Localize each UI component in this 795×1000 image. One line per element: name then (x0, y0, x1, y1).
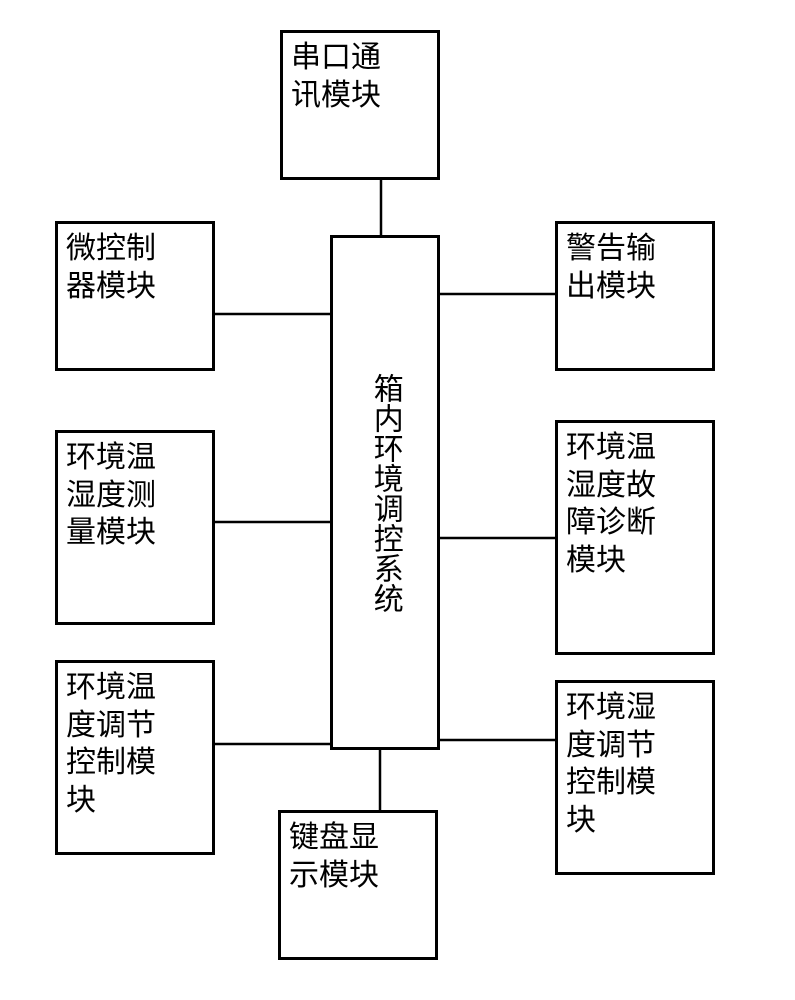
node-right1: 警告输 出模块 (555, 221, 715, 371)
node-right1-label: 警告输 出模块 (558, 224, 664, 311)
node-bottom-label: 键盘显 示模块 (281, 813, 387, 900)
node-left2-label: 环境温 湿度测 量模块 (58, 433, 164, 558)
node-left2: 环境温 湿度测 量模块 (55, 430, 215, 625)
node-left1-label: 微控制 器模块 (58, 224, 164, 311)
diagram-canvas: 箱内环境调控系统 串口通 讯模块键盘显 示模块 微控制 器模块环境温 湿度测 量模块… (0, 0, 795, 1000)
node-bottom: 键盘显 示模块 (278, 810, 438, 960)
node-left3-label: 环境温 度调节 控制模 块 (58, 663, 164, 825)
node-center: 箱内环境调控系统 (330, 235, 440, 750)
node-top-label: 串口通 讯模块 (283, 33, 389, 120)
node-top: 串口通 讯模块 (280, 30, 440, 180)
node-right2-label: 环境温 湿度故 障诊断 模块 (558, 423, 664, 585)
node-left3: 环境温 度调节 控制模 块 (55, 660, 215, 855)
node-center-label: 箱内环境调控系统 (358, 363, 412, 623)
node-right2: 环境温 湿度故 障诊断 模块 (555, 420, 715, 655)
node-left1: 微控制 器模块 (55, 221, 215, 371)
node-right3: 环境湿 度调节 控制模 块 (555, 680, 715, 875)
node-right3-label: 环境湿 度调节 控制模 块 (558, 683, 664, 845)
